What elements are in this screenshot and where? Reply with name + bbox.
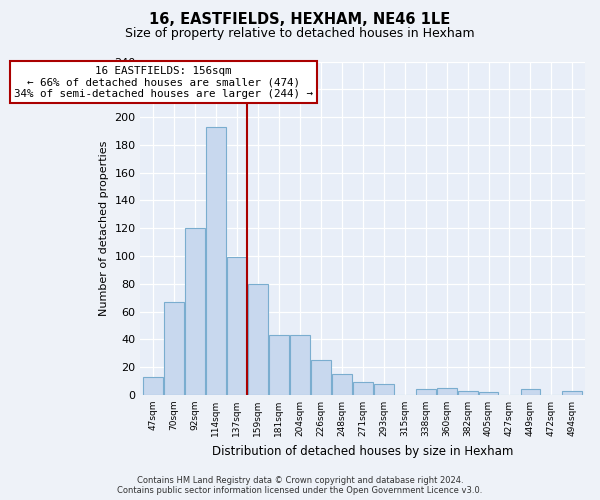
Text: 16, EASTFIELDS, HEXHAM, NE46 1LE: 16, EASTFIELDS, HEXHAM, NE46 1LE <box>149 12 451 28</box>
Bar <box>311 360 331 395</box>
Text: Size of property relative to detached houses in Hexham: Size of property relative to detached ho… <box>125 28 475 40</box>
Bar <box>332 374 352 395</box>
Bar <box>437 388 457 395</box>
Bar <box>206 127 226 395</box>
Bar <box>416 390 436 395</box>
Text: Contains HM Land Registry data © Crown copyright and database right 2024.
Contai: Contains HM Land Registry data © Crown c… <box>118 476 482 495</box>
Bar <box>227 258 247 395</box>
X-axis label: Distribution of detached houses by size in Hexham: Distribution of detached houses by size … <box>212 444 514 458</box>
Bar <box>248 284 268 395</box>
Bar <box>269 335 289 395</box>
Bar <box>479 392 499 395</box>
Bar <box>164 302 184 395</box>
Bar <box>353 382 373 395</box>
Bar <box>374 384 394 395</box>
Bar <box>290 335 310 395</box>
Y-axis label: Number of detached properties: Number of detached properties <box>99 140 109 316</box>
Bar <box>185 228 205 395</box>
Bar <box>521 390 541 395</box>
Bar <box>562 391 583 395</box>
Bar <box>143 377 163 395</box>
Bar <box>458 391 478 395</box>
Text: 16 EASTFIELDS: 156sqm
← 66% of detached houses are smaller (474)
34% of semi-det: 16 EASTFIELDS: 156sqm ← 66% of detached … <box>14 66 313 99</box>
